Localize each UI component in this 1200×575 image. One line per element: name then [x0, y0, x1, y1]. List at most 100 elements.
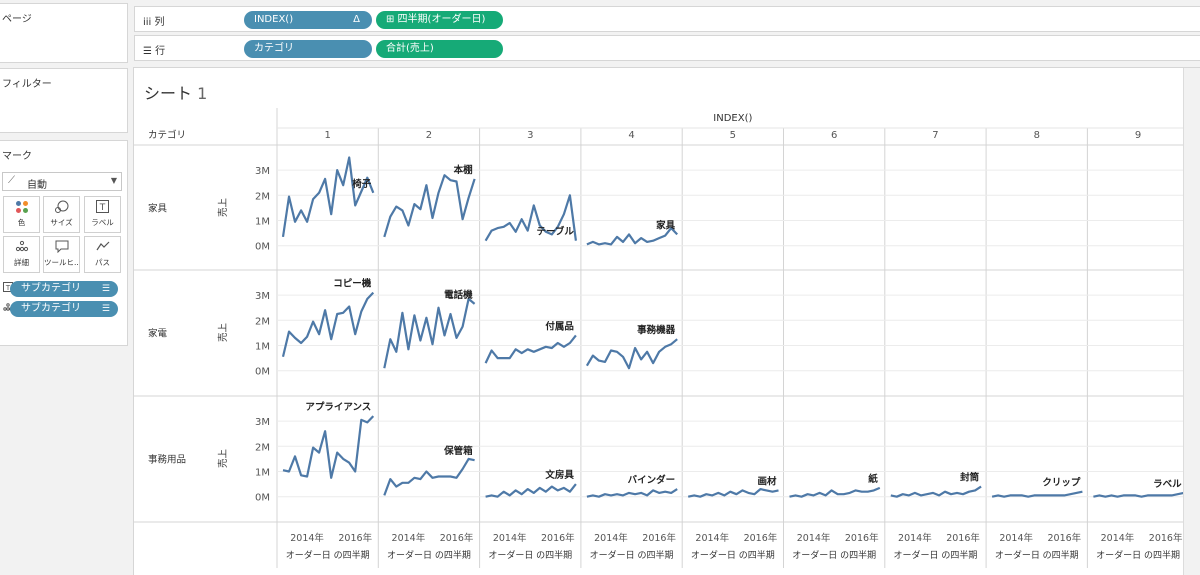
- x-tick-label: 2014年: [594, 532, 628, 544]
- path-icon: [85, 240, 120, 257]
- chevron-down-icon: ▼: [110, 176, 117, 185]
- tooltip-card-label: ツールヒ...: [44, 258, 79, 267]
- size-card-label: サイズ: [50, 218, 73, 227]
- text-label-icon: T: [85, 200, 120, 217]
- series-label: 事務機器: [637, 324, 676, 336]
- delta-icon: Δ: [353, 14, 360, 25]
- quarter-order-date-pill[interactable]: ⊞ 四半期(オーダー日): [376, 11, 503, 29]
- scrollbar[interactable]: [1183, 68, 1200, 575]
- series-label: クリップ: [1042, 477, 1081, 489]
- series-line: [586, 488, 678, 498]
- column-header: 6: [831, 130, 837, 141]
- path-card-label: パス: [95, 258, 110, 267]
- column-header: 7: [932, 130, 938, 141]
- row-header: 家電: [148, 328, 168, 340]
- row-header: 事務用品: [148, 454, 186, 466]
- series-line: [586, 227, 678, 246]
- columns-shelf-label: iii 列: [143, 17, 165, 28]
- y-tick-label: 1M: [255, 217, 270, 228]
- label-subcategory-pill[interactable]: サブカテゴリ ☰: [10, 281, 118, 297]
- x-axis-title: オーダー日 の四半期: [792, 549, 876, 561]
- index-pill[interactable]: INDEX() Δ: [244, 11, 372, 29]
- y-tick-label: 0M: [255, 367, 270, 378]
- series-label: アプライアンス: [305, 401, 371, 413]
- series-line: [484, 334, 577, 364]
- svg-text:T: T: [99, 203, 106, 213]
- x-tick-label: 2016年: [845, 532, 879, 544]
- x-tick-label: 2014年: [493, 532, 527, 544]
- pill-label: サブカテゴリ: [21, 283, 81, 294]
- x-axis-title: オーダー日 の四半期: [894, 549, 978, 561]
- label-card-label: ラベル: [91, 218, 114, 227]
- series-label: テーブル: [536, 226, 574, 238]
- sheet-title: シート 1: [144, 84, 208, 103]
- x-axis-title: オーダー日 の四半期: [1096, 549, 1180, 561]
- pill-label: 合計(売上): [386, 43, 434, 54]
- svg-text:T: T: [5, 284, 11, 292]
- x-axis-title: オーダー日 の四半期: [387, 549, 471, 561]
- series-label: 画材: [757, 475, 777, 487]
- sort-icon: ☰: [101, 284, 110, 294]
- path-card-button[interactable]: パス: [84, 236, 121, 273]
- x-tick-label: 2014年: [797, 532, 831, 544]
- rows-shelf[interactable]: ☰ 行 カテゴリ 合計(売上): [134, 35, 1200, 61]
- x-tick-label: 2014年: [392, 532, 426, 544]
- x-axis-title: オーダー日 の四半期: [590, 549, 674, 561]
- column-header: 4: [628, 130, 634, 141]
- sum-sales-pill[interactable]: 合計(売上): [376, 40, 503, 58]
- label-card-button[interactable]: T ラベル: [84, 196, 121, 233]
- series-line: [1093, 491, 1184, 498]
- y-tick-label: 0M: [255, 242, 270, 253]
- color-card-button[interactable]: 色: [3, 196, 40, 233]
- series-label: 付属品: [545, 320, 574, 332]
- column-header: 9: [1135, 130, 1141, 141]
- rows-shelf-label: ☰ 行: [143, 46, 166, 57]
- line-chart-icon: ⟋: [8, 175, 15, 186]
- worksheet: シート 1 INDEX() カテゴリ 1 2 3 4 5 6 7 8 9 家具 売上 0M 1M 2M 3M 家電…: [133, 67, 1200, 575]
- x-tick-label: 2014年: [898, 532, 932, 544]
- x-axis-title: オーダー日 の四半期: [488, 549, 572, 561]
- sort-icon: ☰: [101, 304, 110, 314]
- pill-label: サブカテゴリ: [21, 303, 81, 314]
- pages-pane-title: ページ: [2, 14, 32, 25]
- series-line: [484, 194, 577, 242]
- series-label: 家具: [656, 219, 676, 231]
- x-tick-label: 2014年: [1101, 532, 1135, 544]
- x-tick-label: 2014年: [695, 532, 729, 544]
- pill-label: ⊞ 四半期(オーダー日): [386, 14, 486, 25]
- series-label: ラベル: [1153, 479, 1182, 490]
- column-header-title: INDEX(): [713, 113, 752, 124]
- size-icon: [44, 200, 79, 217]
- series-line: [687, 488, 779, 498]
- rows-icon: ☰: [143, 46, 152, 57]
- pill-label: カテゴリ: [254, 43, 294, 54]
- series-label: 封筒: [960, 472, 980, 484]
- columns-icon: iii: [143, 17, 152, 28]
- x-tick-label: 2016年: [1149, 532, 1183, 544]
- y-tick-label: 2M: [255, 442, 270, 453]
- pages-pane[interactable]: ページ: [0, 3, 128, 63]
- tooltip-card-button[interactable]: ツールヒ...: [43, 236, 80, 273]
- mark-type-value: 自動: [27, 180, 47, 191]
- columns-shelf[interactable]: iii 列 INDEX() Δ ⊞ 四半期(オーダー日): [134, 6, 1200, 32]
- detail-card-label: 詳細: [14, 258, 29, 267]
- y-tick-label: 3M: [255, 291, 270, 302]
- series-line: [383, 457, 475, 496]
- color-dots-icon: [4, 200, 39, 217]
- x-tick-label: 2016年: [541, 532, 575, 544]
- x-tick-label: 2016年: [338, 532, 372, 544]
- detail-card-button[interactable]: 詳細: [3, 236, 40, 273]
- marks-pane-title: マーク: [2, 151, 32, 162]
- series-line: [383, 297, 476, 369]
- marks-pane: マーク ⟋ 自動 ▼ 色 サイズ T ラベル: [0, 140, 128, 346]
- detail-subcategory-pill[interactable]: サブカテゴリ ☰: [10, 301, 118, 317]
- x-tick-label: 2016年: [744, 532, 778, 544]
- row-header-title: カテゴリ: [148, 129, 186, 141]
- category-pill[interactable]: カテゴリ: [244, 40, 372, 58]
- filters-pane[interactable]: フィルター: [0, 68, 128, 133]
- series-line: [789, 486, 881, 498]
- size-card-button[interactable]: サイズ: [43, 196, 80, 233]
- mark-type-dropdown[interactable]: ⟋ 自動 ▼: [2, 172, 122, 191]
